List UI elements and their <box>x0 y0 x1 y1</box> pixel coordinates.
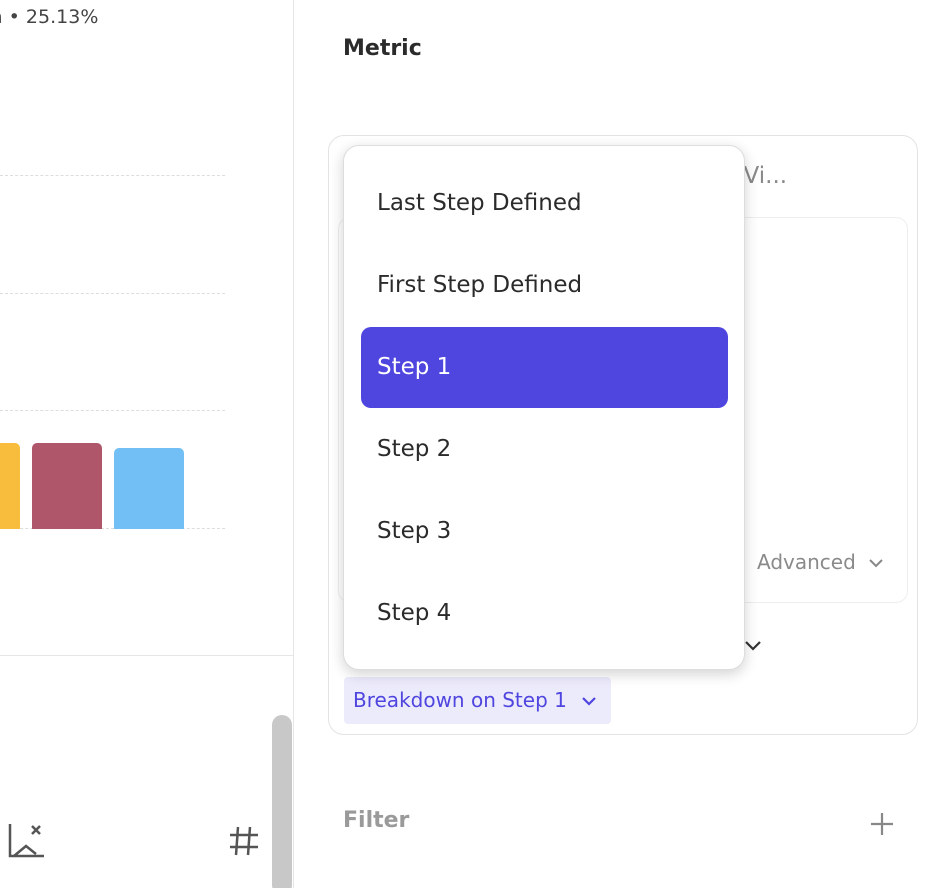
grid-line <box>0 175 225 176</box>
dropdown-item[interactable]: Step 4 <box>377 600 452 626</box>
add-filter[interactable] <box>870 812 894 836</box>
dropdown-item[interactable]: Step 2 <box>377 436 452 462</box>
breakdown-label: Breakdown on Step 1 <box>353 688 567 712</box>
advanced[interactable]: Advanced <box>757 550 884 574</box>
bar <box>114 448 184 529</box>
chevron[interactable] <box>744 640 762 652</box>
chart-icon[interactable] <box>8 822 46 860</box>
dropdown-item[interactable]: Step 1 <box>361 327 728 408</box>
metric-title: Metric <box>343 36 422 61</box>
breakdown-chip[interactable]: Breakdown on Step 1 <box>344 677 611 724</box>
advanced-label: Advanced <box>757 550 856 574</box>
dropdown-item[interactable]: First Step Defined <box>377 272 583 298</box>
dropdown-item[interactable]: Last Step Defined <box>377 190 582 216</box>
scrollbar[interactable] <box>272 715 292 888</box>
filter-label: Filter <box>343 808 410 833</box>
bar <box>32 443 102 529</box>
grid-line <box>0 410 225 411</box>
dropdown: Last Step Defined First Step Defined Step … <box>343 145 745 670</box>
grid-line <box>0 528 225 529</box>
hash-icon[interactable] <box>227 824 261 858</box>
dropdown-item[interactable]: Step 3 <box>377 518 452 544</box>
stat: a • 25.13% <box>0 6 99 28</box>
bar <box>0 443 20 529</box>
divider <box>0 655 293 656</box>
left-panel: a • 25.13% <box>0 0 294 888</box>
grid-line <box>0 293 225 294</box>
metric-card <box>328 135 918 735</box>
